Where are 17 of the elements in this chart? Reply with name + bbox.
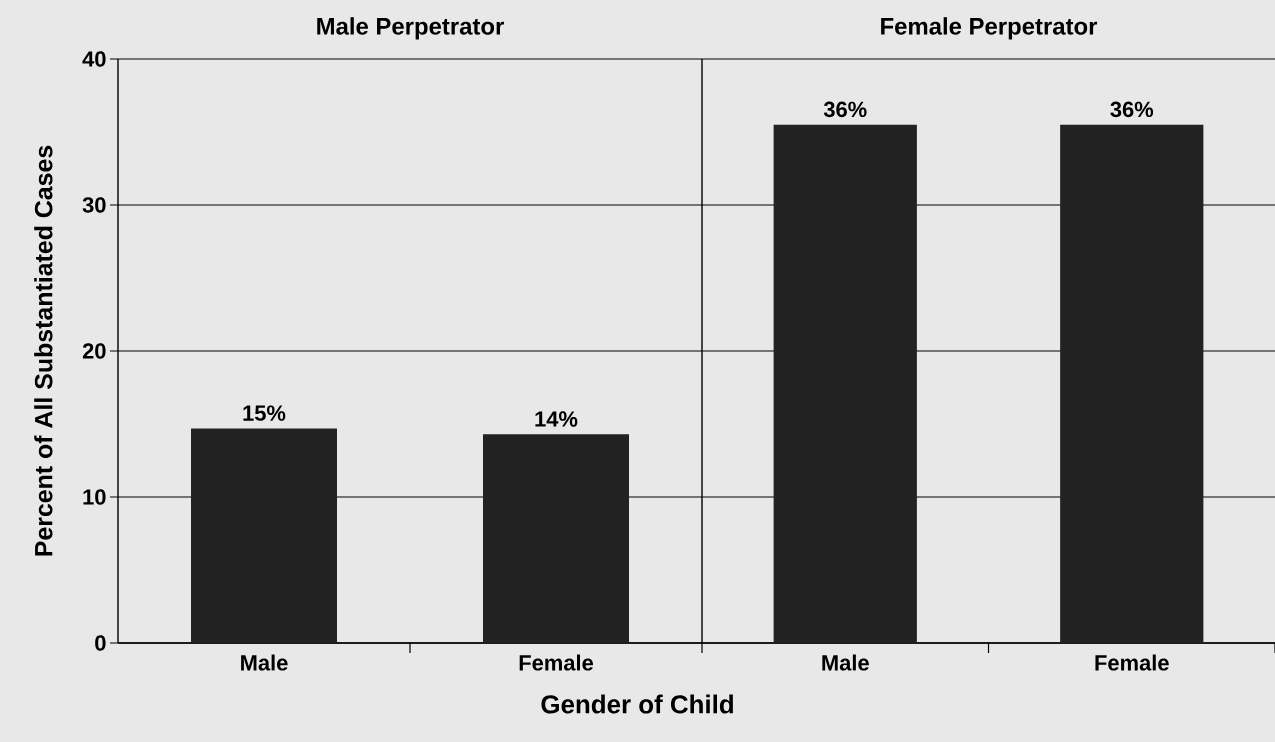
x-axis-title: Gender of Child (541, 694, 733, 714)
data-label: 15% (243, 405, 286, 421)
y-tick-label: 0 (95, 635, 106, 651)
chart-title: Female Perpetrator (881, 17, 1098, 40)
y-tick-label: 30 (82, 197, 106, 213)
y-tick-label: 40 (82, 51, 106, 67)
y-tick-label: 10 (83, 489, 106, 505)
y-axis-title: Percent of All Substantiated Cases (34, 145, 53, 556)
x-tick-label: Male (241, 654, 288, 671)
x-tick-label: Female (1095, 654, 1169, 671)
data-label: 36% (1110, 101, 1154, 118)
chart-title: Male Perpetrator (317, 17, 504, 40)
x-tick-label: Female (519, 654, 594, 671)
data-label: 36% (823, 101, 867, 118)
x-tick-label: Male (822, 654, 869, 671)
y-tick-label: 20 (82, 343, 106, 359)
data-label: 14% (535, 411, 578, 427)
